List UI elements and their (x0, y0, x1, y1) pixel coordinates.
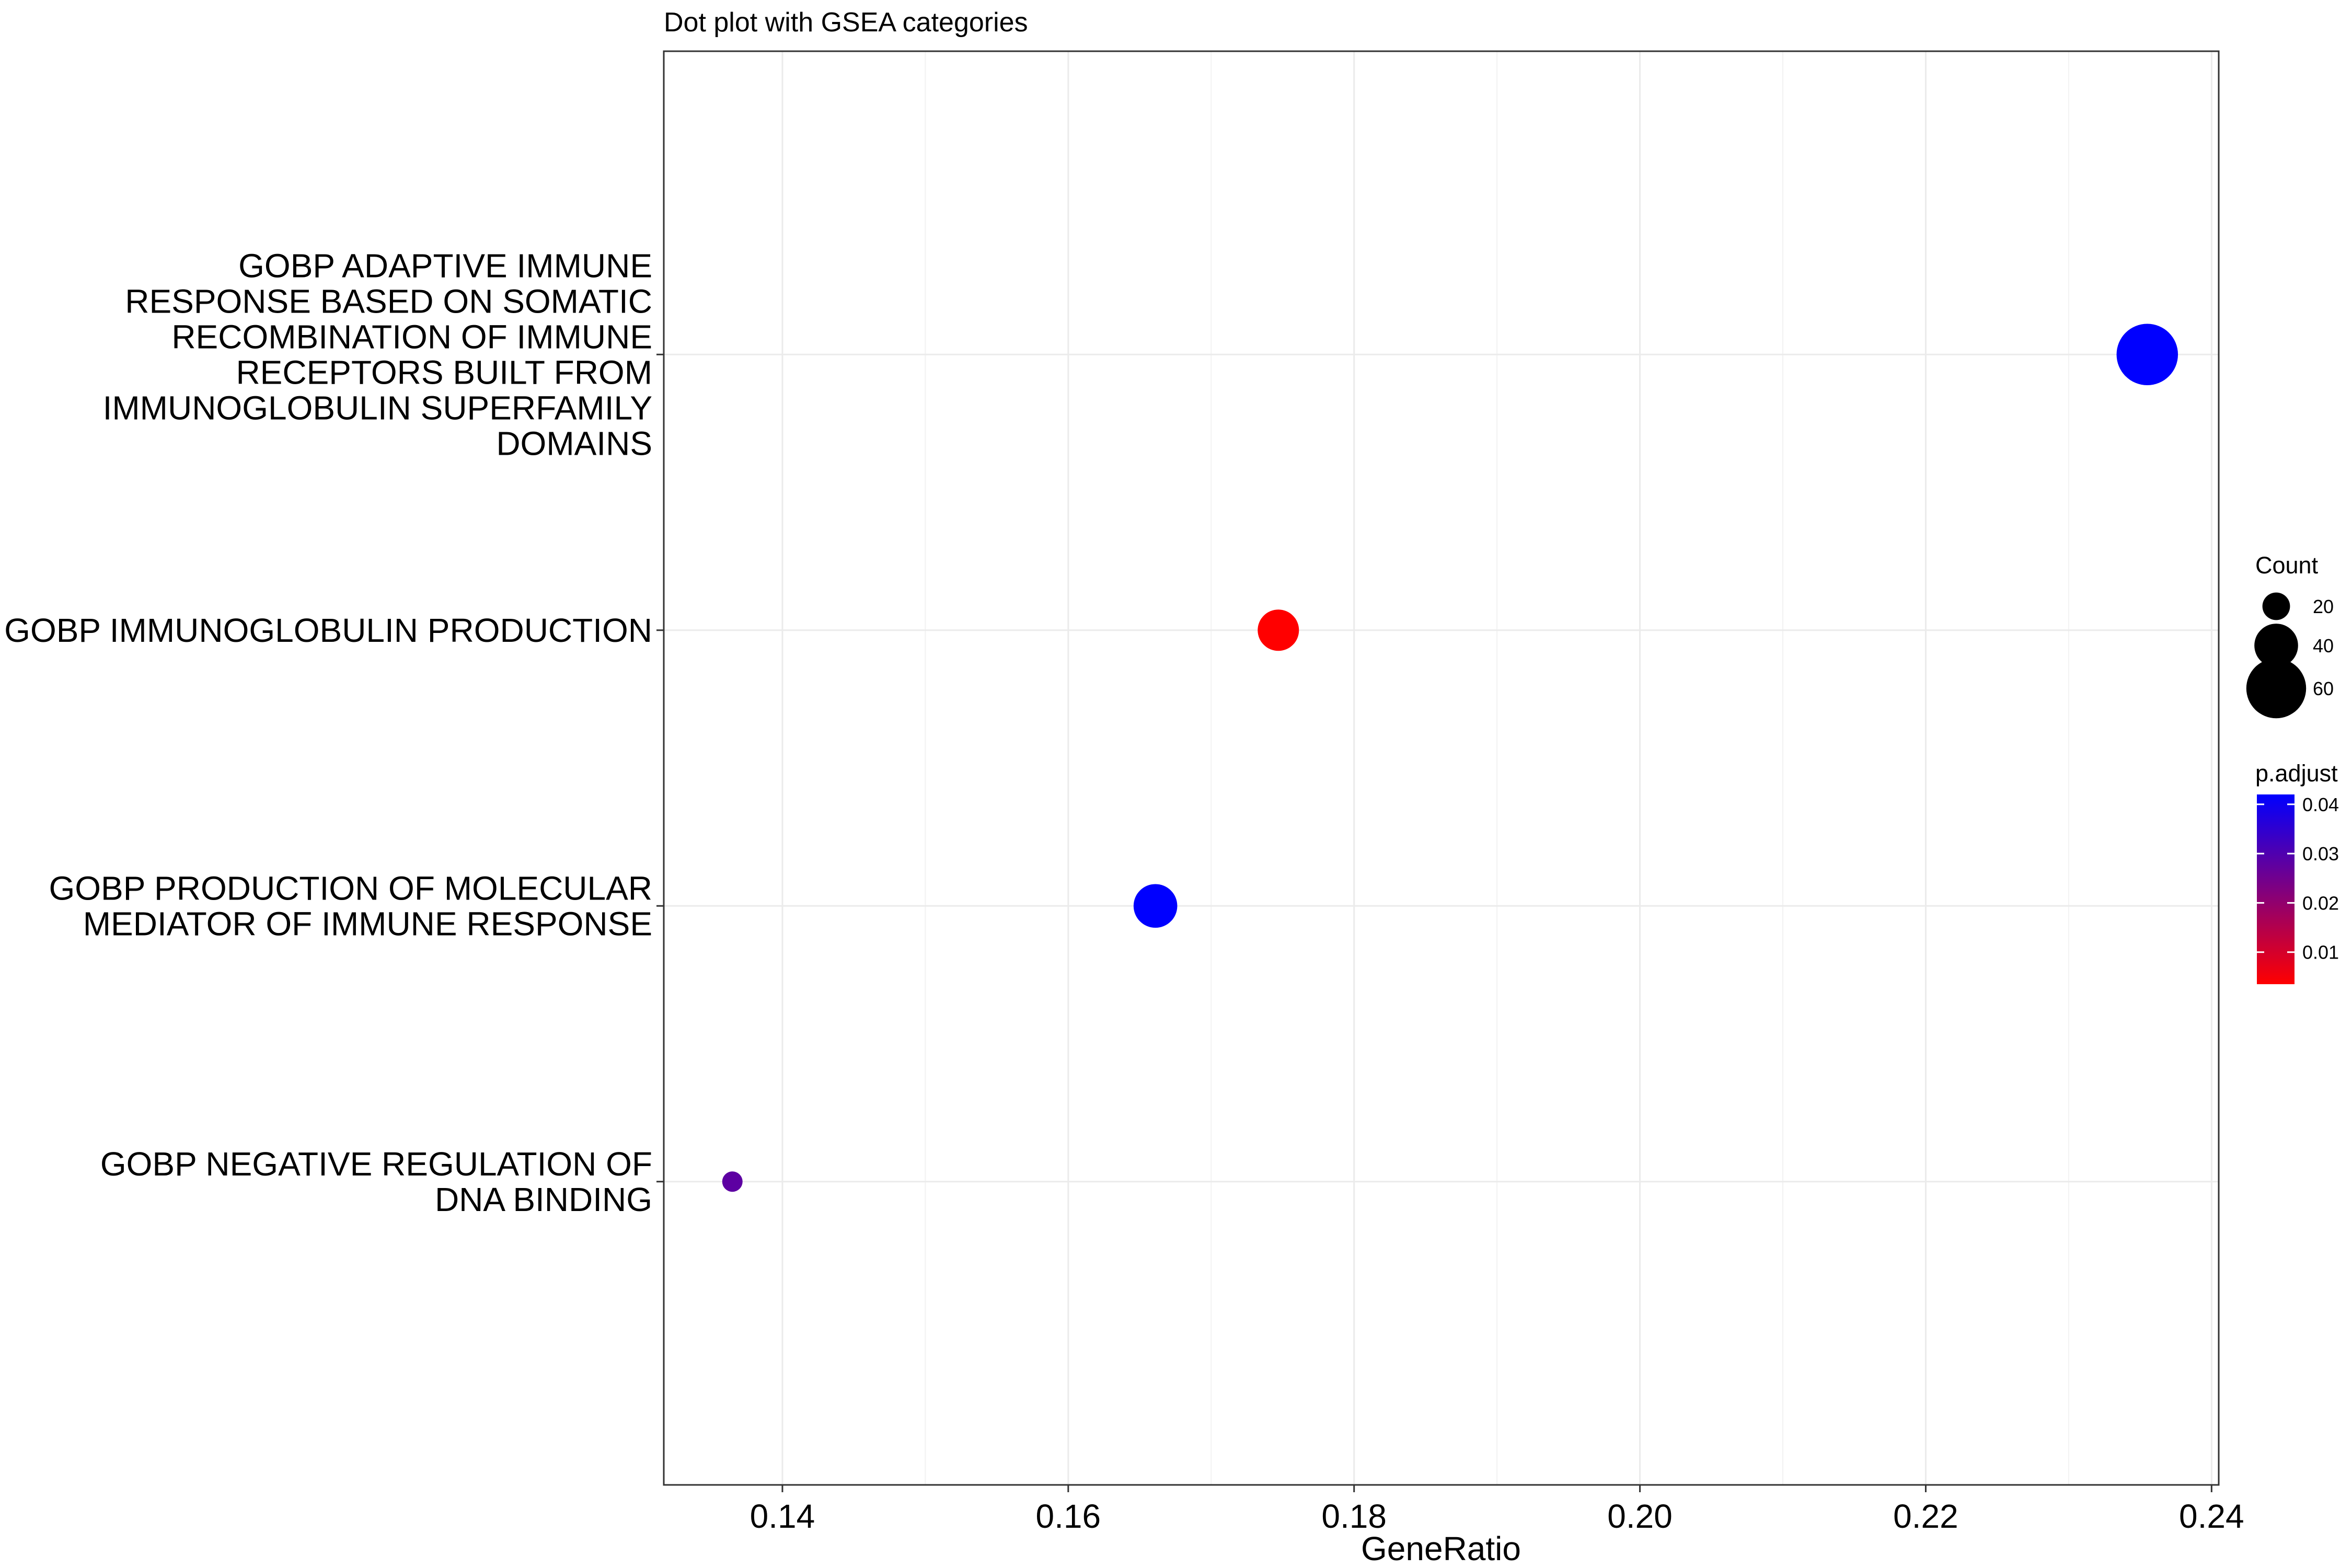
x-tick-label: 0.22 (1893, 1497, 1958, 1535)
size-legend-key (2262, 592, 2290, 620)
panel-border (663, 50, 2220, 1486)
color-legend-label: 0.01 (2302, 942, 2339, 963)
color-legend-label: 0.03 (2302, 843, 2339, 864)
y-tick-label: GOBP ADAPTIVE IMMUNE RESPONSE BASED ON SO… (103, 247, 652, 462)
data-point (2116, 324, 2178, 385)
data-points (722, 324, 2178, 1192)
x-axis-title: GeneRatio (1361, 1530, 1521, 1567)
color-legend-title: p.adjust (2255, 760, 2338, 787)
y-axis: GOBP ADAPTIVE IMMUNE RESPONSE BASED ON SO… (4, 247, 664, 1218)
x-tick-label: 0.14 (750, 1497, 815, 1535)
legend: Count 20 40 60 p.adjust 0.04 0.03 0.02 0.01 (2246, 552, 2339, 984)
size-legend-label: 40 (2313, 635, 2334, 656)
color-legend: p.adjust 0.04 0.03 0.02 0.01 (2255, 760, 2339, 984)
plot-title: Dot plot with GSEA categories (664, 7, 1028, 38)
size-legend: Count 20 40 60 (2246, 552, 2334, 719)
data-point (722, 1171, 743, 1192)
data-point (1258, 609, 1299, 651)
color-legend-bar (2257, 794, 2295, 984)
x-tick-label: 0.24 (2179, 1497, 2244, 1535)
size-legend-label: 60 (2313, 678, 2334, 699)
data-point (1133, 884, 1178, 928)
y-tick-label: GOBP NEGATIVE REGULATION OF DNA BINDING (100, 1145, 652, 1218)
color-legend-label: 0.04 (2302, 794, 2339, 815)
size-legend-key (2246, 658, 2307, 719)
x-tick-label: 0.20 (1607, 1497, 1673, 1535)
y-tick-label: GOBP IMMUNOGLOBULIN PRODUCTION (4, 612, 652, 649)
size-legend-label: 20 (2313, 596, 2334, 617)
x-tick-label: 0.16 (1036, 1497, 1101, 1535)
grid-lines (664, 51, 2219, 1485)
y-tick-label: GOBP PRODUCTION OF MOLECULAR MEDIATOR OF … (49, 869, 652, 942)
size-legend-key (2254, 624, 2298, 667)
size-legend-title: Count (2255, 552, 2319, 579)
x-tick-label: 0.18 (1321, 1497, 1387, 1535)
color-legend-label: 0.02 (2302, 892, 2339, 914)
plot-panel (663, 50, 2220, 1486)
x-axis: 0.14 0.16 0.18 0.20 0.22 0.24 (750, 1485, 2244, 1535)
